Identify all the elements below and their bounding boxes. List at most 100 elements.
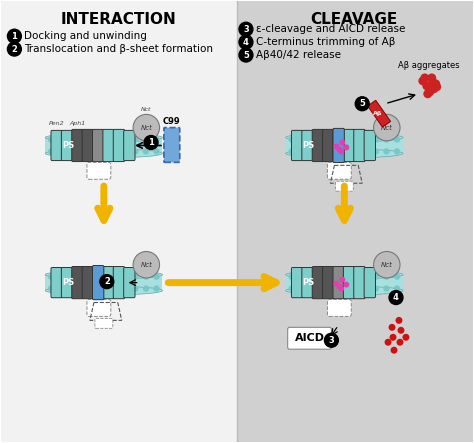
Circle shape: [389, 291, 403, 304]
Circle shape: [143, 148, 149, 155]
Circle shape: [383, 273, 390, 280]
Circle shape: [153, 136, 160, 143]
FancyBboxPatch shape: [333, 129, 344, 162]
FancyBboxPatch shape: [336, 181, 353, 191]
Circle shape: [90, 136, 97, 143]
FancyBboxPatch shape: [328, 163, 351, 179]
Circle shape: [133, 252, 160, 278]
Text: PS: PS: [62, 141, 74, 150]
Circle shape: [419, 76, 427, 85]
Circle shape: [374, 114, 400, 141]
Circle shape: [362, 273, 369, 280]
Ellipse shape: [45, 270, 163, 279]
Circle shape: [425, 87, 434, 96]
Circle shape: [289, 148, 295, 155]
Text: 1: 1: [148, 138, 154, 147]
Circle shape: [362, 148, 369, 155]
Circle shape: [299, 148, 305, 155]
Text: Nct: Nct: [140, 124, 152, 131]
Text: Nct: Nct: [381, 124, 393, 131]
FancyBboxPatch shape: [354, 129, 365, 162]
Circle shape: [338, 286, 344, 291]
Circle shape: [80, 148, 86, 155]
Text: 5: 5: [243, 51, 249, 59]
Circle shape: [58, 273, 65, 280]
FancyBboxPatch shape: [302, 130, 313, 160]
Circle shape: [383, 148, 390, 155]
Circle shape: [362, 285, 369, 292]
Ellipse shape: [286, 270, 403, 279]
Text: Aph1: Aph1: [69, 120, 85, 126]
FancyBboxPatch shape: [312, 129, 324, 162]
Circle shape: [58, 136, 65, 143]
Text: Pen2: Pen2: [49, 120, 64, 126]
Circle shape: [153, 148, 160, 155]
FancyBboxPatch shape: [292, 130, 303, 160]
Ellipse shape: [45, 133, 163, 142]
Circle shape: [48, 136, 55, 143]
FancyBboxPatch shape: [92, 267, 104, 299]
Circle shape: [343, 144, 349, 151]
Text: CLEAVAGE: CLEAVAGE: [310, 12, 398, 27]
Circle shape: [330, 148, 337, 155]
Circle shape: [374, 252, 400, 278]
Circle shape: [310, 136, 316, 143]
Circle shape: [339, 140, 346, 145]
Circle shape: [100, 136, 107, 143]
FancyBboxPatch shape: [343, 267, 355, 299]
FancyBboxPatch shape: [51, 130, 62, 160]
Text: Nct: Nct: [141, 107, 152, 112]
FancyBboxPatch shape: [72, 129, 83, 162]
Circle shape: [90, 285, 97, 292]
Text: ε-cleavage and AICD release: ε-cleavage and AICD release: [256, 24, 405, 34]
Text: 4: 4: [393, 293, 399, 302]
Circle shape: [143, 285, 149, 292]
Circle shape: [431, 79, 440, 88]
Text: 5: 5: [359, 99, 365, 108]
FancyBboxPatch shape: [87, 299, 111, 316]
Circle shape: [394, 285, 400, 292]
Circle shape: [153, 285, 160, 292]
Circle shape: [69, 148, 75, 155]
Circle shape: [324, 333, 338, 347]
Circle shape: [333, 280, 339, 287]
Circle shape: [337, 284, 342, 290]
Circle shape: [341, 273, 347, 280]
Circle shape: [69, 285, 75, 292]
Circle shape: [429, 84, 438, 93]
Text: C-terminus trimming of Aβ: C-terminus trimming of Aβ: [256, 37, 395, 47]
Text: PS: PS: [302, 278, 315, 287]
FancyBboxPatch shape: [95, 319, 113, 328]
Circle shape: [58, 285, 65, 292]
Circle shape: [423, 89, 432, 98]
Circle shape: [373, 273, 379, 280]
Circle shape: [289, 273, 295, 280]
Text: INTERACTION: INTERACTION: [61, 12, 177, 27]
Bar: [45, 275, 163, 291]
FancyBboxPatch shape: [87, 163, 111, 179]
FancyBboxPatch shape: [364, 268, 375, 298]
Circle shape: [132, 148, 138, 155]
Circle shape: [143, 273, 149, 280]
Circle shape: [100, 275, 114, 288]
Circle shape: [100, 285, 107, 292]
Ellipse shape: [45, 149, 163, 158]
Circle shape: [432, 82, 441, 91]
Circle shape: [289, 285, 295, 292]
Circle shape: [299, 273, 305, 280]
Circle shape: [48, 273, 55, 280]
Circle shape: [48, 148, 55, 155]
FancyBboxPatch shape: [343, 129, 355, 162]
Circle shape: [80, 273, 86, 280]
Circle shape: [343, 282, 349, 288]
Circle shape: [69, 273, 75, 280]
Circle shape: [383, 285, 390, 292]
FancyBboxPatch shape: [328, 299, 351, 316]
Circle shape: [373, 285, 379, 292]
Circle shape: [428, 78, 437, 86]
Text: 3: 3: [243, 25, 249, 34]
FancyBboxPatch shape: [113, 129, 125, 162]
Text: AICD: AICD: [294, 333, 325, 343]
Bar: [45, 137, 163, 153]
Circle shape: [338, 148, 344, 155]
